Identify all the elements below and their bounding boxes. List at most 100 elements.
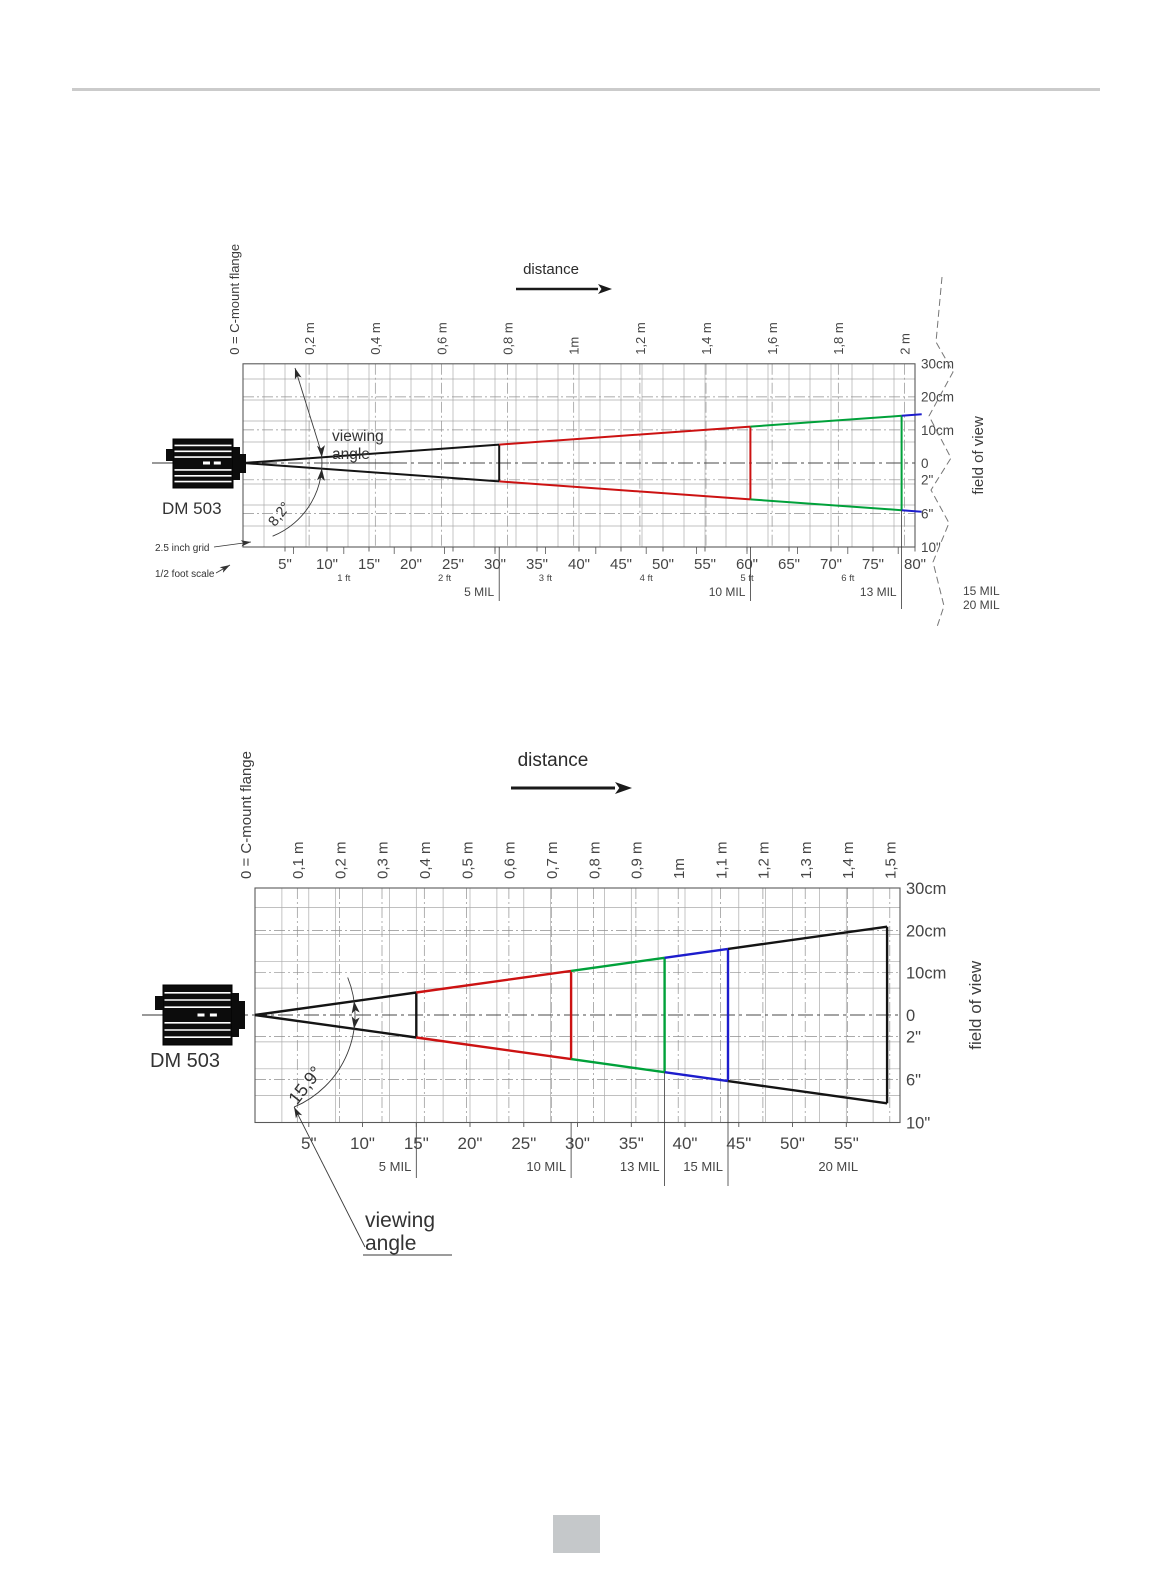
inch-tick-label: 45" [726, 1134, 751, 1153]
page-footer-box [553, 1515, 600, 1553]
inch-tick-label: 65" [778, 556, 800, 573]
camera-icon: DM 503 [152, 438, 246, 518]
inch-tick-label: 15" [404, 1134, 429, 1153]
break-line [928, 276, 954, 628]
meter-tick-label: 1,2 m [633, 322, 648, 355]
fov-scale: 30cm 20cm 10cm 0 2" 6" 10" field of view [906, 880, 985, 1132]
fov-tick-label: 20cm [921, 390, 954, 405]
inch-tick-label: 50" [780, 1134, 805, 1153]
inch-tick-label: 30" [484, 556, 506, 573]
fov-tick-label: 10" [906, 1114, 930, 1132]
meter-tick-label: 0,8 m [586, 841, 603, 879]
inch-tick-label: 30" [565, 1134, 590, 1153]
inch-tick-label: 75" [862, 556, 884, 573]
distance-label: distance [518, 750, 589, 771]
mil-label: 10 MIL [526, 1159, 566, 1174]
camera-model-label: DM 503 [162, 499, 222, 518]
meter-tick-label: 0,5 m [459, 841, 476, 879]
inch-tick-label: 10" [316, 556, 338, 573]
meter-tick-label: 1,4 m [699, 322, 714, 355]
inch-tick-label: 25" [442, 556, 464, 573]
viewing-angle-value: 8,2° [266, 499, 295, 529]
meter-tick-label: 1m [671, 858, 688, 879]
inch-tick-label: 35" [526, 556, 548, 573]
meter-tick-label: 0,2 m [302, 322, 317, 355]
meter-axis: 0 = C-mount flange 0,1 m 0,2 m 0,3 m 0,4 m 0,… [238, 751, 900, 879]
camera-icon: DM 503 [142, 984, 245, 1072]
meter-tick-label: 1,6 m [765, 322, 780, 355]
camera-model-label: DM 503 [150, 1050, 220, 1072]
fov-tick-label: 20cm [906, 922, 946, 940]
meter-tick-label: 1m [567, 337, 582, 355]
inch-tick-label: 55" [834, 1134, 859, 1153]
meter-tick-label: 0,3 m [375, 841, 392, 879]
fov-tick-label: 2" [921, 473, 934, 488]
inch-axis: 5" 10" 15" 20" 25" 30" 35" 40" 45" 50" 55" [301, 1122, 859, 1153]
mil-label: 13 MIL [860, 585, 897, 599]
fov-tick-label: 2" [906, 1028, 921, 1046]
inch-tick-label: 5" [278, 556, 292, 573]
fov-axis-title: field of view [970, 416, 987, 495]
meter-tick-label: 0,4 m [417, 841, 434, 879]
fov-chart-1-5m: 5 MIL 10 MIL 13 MIL 15 MIL 20 MIL 0 = C-mount… [142, 750, 985, 1256]
distance-arrow: distance [516, 261, 612, 294]
inch-tick-label: 20" [458, 1134, 483, 1153]
meter-tick-label: 0,1 m [290, 841, 307, 879]
inch-tick-label: 80" [904, 556, 926, 573]
meter-tick-label: 1,4 m [840, 841, 857, 879]
viewing-angle-text: viewing [332, 428, 384, 445]
fov-tick-label: 10cm [921, 423, 954, 438]
meter-tick-label: 1,2 m [756, 841, 773, 879]
ft-tick-label: 3 ft [539, 573, 553, 584]
distance-label: distance [523, 261, 579, 278]
meter-tick-label: 0,7 m [544, 841, 561, 879]
ft-tick-label: 6 ft [841, 573, 855, 584]
grid [242, 363, 916, 548]
meter-tick-label: 1,8 m [831, 322, 846, 355]
meter-tick-label: 0,2 m [332, 841, 349, 879]
meter-tick-label: 1,3 m [798, 841, 815, 879]
inch-tick-label: 20" [400, 556, 422, 573]
meter-axis: 0 = C-mount flange 0,2 m 0,4 m 0,6 m 0,8 m 1m… [227, 244, 912, 355]
mil-label-offchart: 20 MIL [963, 598, 1000, 612]
flange-label: 0 = C-mount flange [227, 244, 242, 355]
fov-scale: 30cm 20cm 10cm 0 2" 6" 10" field of view [921, 357, 987, 555]
inch-tick-label: 5" [301, 1134, 317, 1153]
inch-tick-label: 35" [619, 1134, 644, 1153]
ft-tick-label: 5 ft [740, 573, 754, 584]
inch-tick-label: 40" [673, 1134, 698, 1153]
distance-arrow: distance [511, 750, 632, 794]
fov-axis-title: field of view [966, 960, 985, 1050]
meter-tick-label: 0,6 m [434, 322, 449, 355]
inch-tick-label: 50" [652, 556, 674, 573]
grid [254, 887, 901, 1124]
ft-tick-label: 2 ft [438, 573, 452, 584]
fov-tick-label: 10cm [906, 965, 946, 983]
inch-tick-label: 70" [820, 556, 842, 573]
meter-tick-label: 1,1 m [713, 841, 730, 879]
grid-notes: 2.5 inch grid 1/2 foot scale [155, 540, 252, 580]
inch-tick-label: 10" [350, 1134, 375, 1153]
viewing-angle-text: viewing [365, 1209, 435, 1232]
flange-label: 0 = C-mount flange [238, 751, 255, 879]
mil-label: 5 MIL [379, 1159, 412, 1174]
meter-tick-label: 0,8 m [501, 322, 516, 355]
inch-tick-label: 25" [511, 1134, 536, 1153]
header-rule [72, 88, 1100, 91]
mil-label-offchart: 15 MIL [963, 584, 1000, 598]
ft-tick-label: 4 ft [640, 573, 654, 584]
meter-tick-label: 2 m [897, 333, 912, 355]
inch-tick-label: 15" [358, 556, 380, 573]
grid-note: 2.5 inch grid [155, 543, 209, 554]
inch-tick-label: 60" [736, 556, 758, 573]
fov-tick-label: 30cm [921, 357, 954, 372]
ft-tick-label: 1 ft [337, 573, 351, 584]
mil-label: 10 MIL [709, 585, 746, 599]
viewing-angle-value: 15,9° [284, 1063, 326, 1109]
